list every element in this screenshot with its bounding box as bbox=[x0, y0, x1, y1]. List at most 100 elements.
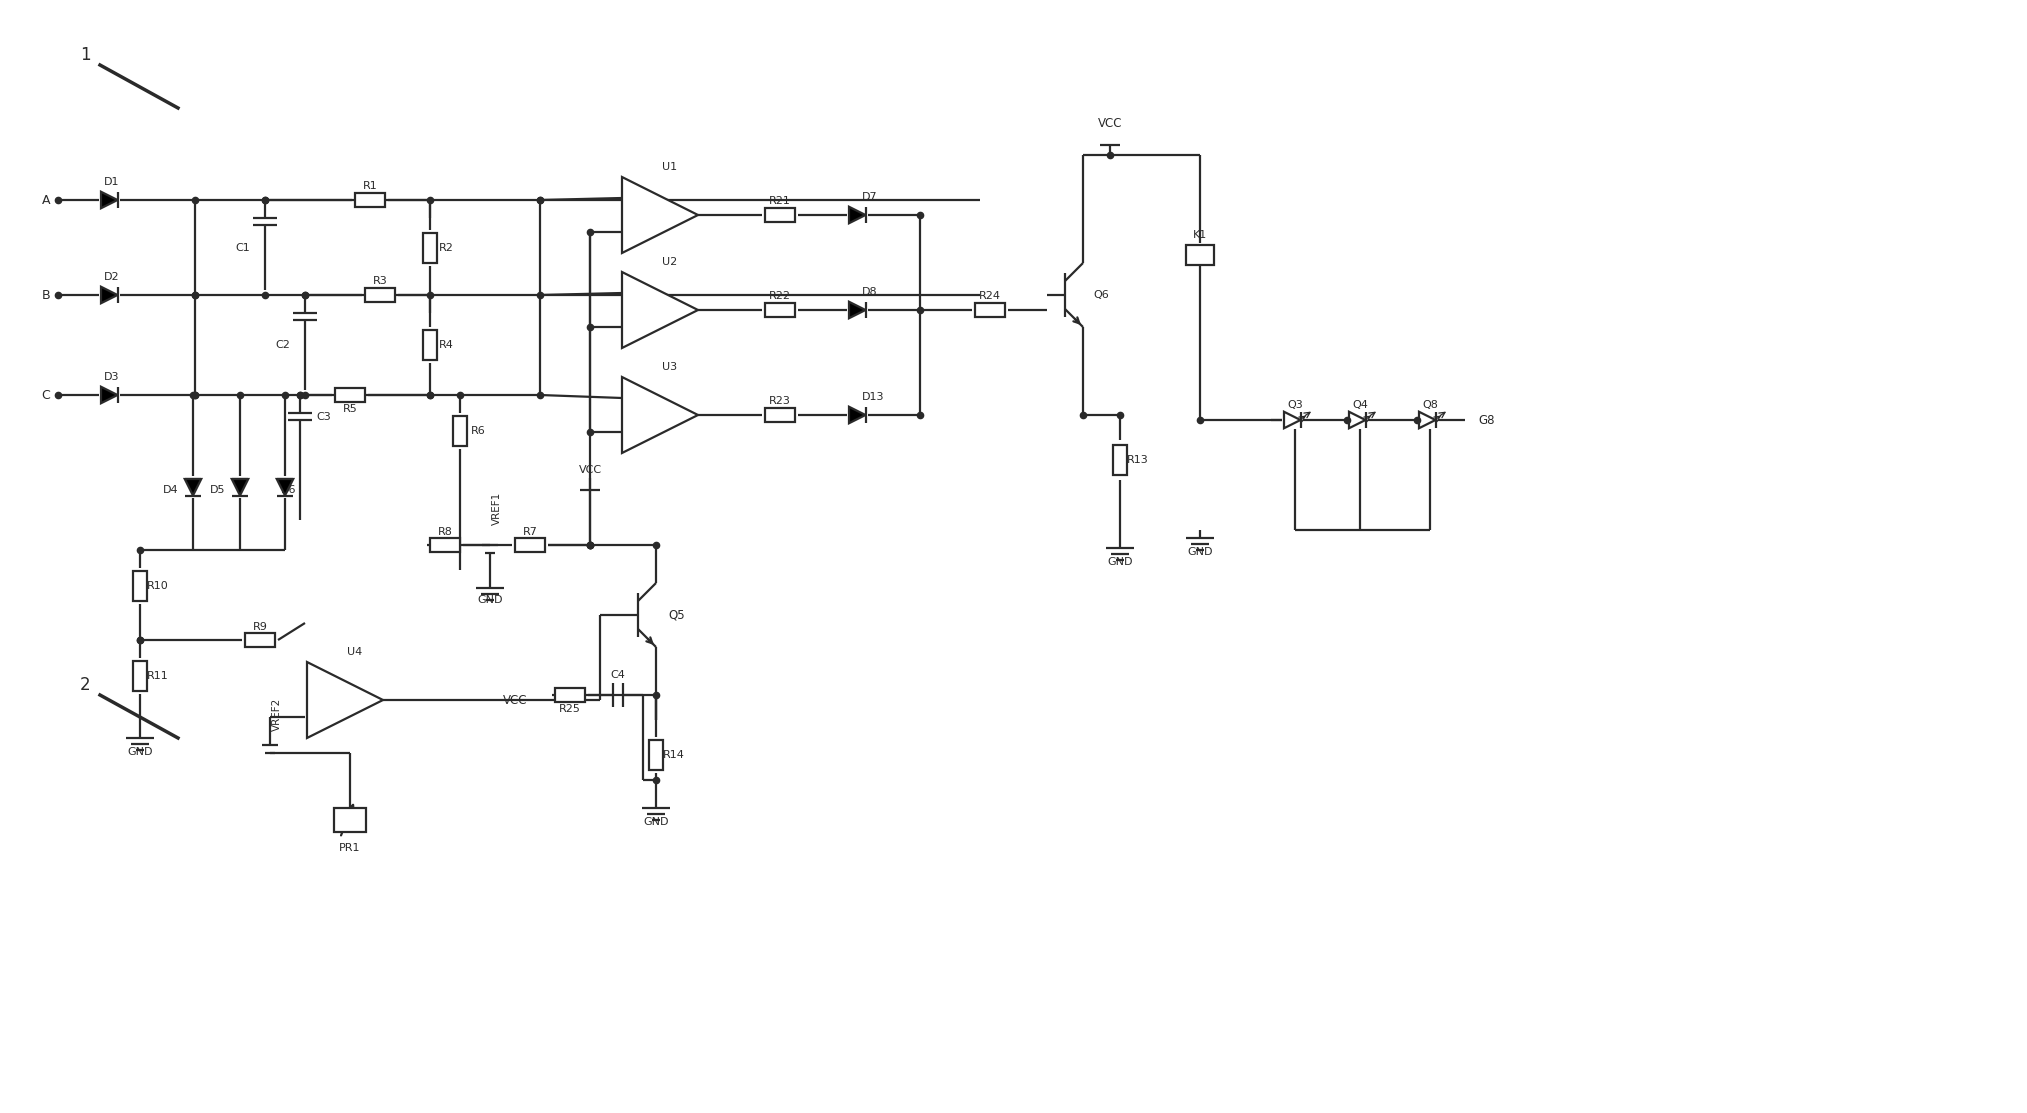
Bar bbox=[424, 329, 438, 359]
Text: R24: R24 bbox=[979, 290, 1001, 301]
Text: B: B bbox=[41, 288, 51, 302]
Polygon shape bbox=[1283, 412, 1301, 429]
Text: VREF2: VREF2 bbox=[272, 698, 282, 731]
Text: -: - bbox=[314, 676, 320, 690]
Text: D2: D2 bbox=[103, 272, 120, 282]
Bar bbox=[355, 193, 385, 207]
Text: D3: D3 bbox=[103, 372, 120, 382]
Bar bbox=[430, 538, 460, 552]
Text: VCC: VCC bbox=[578, 465, 602, 475]
Text: GND: GND bbox=[1107, 556, 1133, 567]
Bar bbox=[1113, 445, 1127, 475]
Text: K1: K1 bbox=[1192, 230, 1208, 240]
Text: R9: R9 bbox=[253, 622, 268, 632]
Text: D4: D4 bbox=[164, 485, 178, 495]
Text: Q8: Q8 bbox=[1423, 400, 1437, 410]
Bar bbox=[452, 416, 466, 446]
Text: Q3: Q3 bbox=[1287, 400, 1303, 410]
Text: D6: D6 bbox=[282, 485, 296, 495]
Text: R1: R1 bbox=[363, 181, 377, 191]
Text: C1: C1 bbox=[235, 243, 251, 253]
Polygon shape bbox=[849, 207, 866, 224]
Text: VCC: VCC bbox=[1099, 117, 1123, 129]
Text: C2: C2 bbox=[276, 339, 290, 349]
Text: +: + bbox=[626, 225, 639, 239]
Text: U2: U2 bbox=[663, 257, 677, 267]
Text: GND: GND bbox=[476, 595, 503, 605]
Bar bbox=[334, 808, 367, 833]
Text: Q5: Q5 bbox=[669, 609, 685, 621]
Text: R7: R7 bbox=[523, 526, 537, 536]
Polygon shape bbox=[184, 479, 201, 495]
Polygon shape bbox=[622, 272, 697, 348]
Text: A: A bbox=[41, 194, 51, 207]
Text: C4: C4 bbox=[610, 670, 626, 680]
Text: VREF1: VREF1 bbox=[493, 492, 503, 525]
Bar bbox=[649, 740, 663, 770]
Text: U1: U1 bbox=[663, 162, 677, 173]
Polygon shape bbox=[101, 287, 118, 303]
Text: GND: GND bbox=[1188, 546, 1212, 556]
Text: GND: GND bbox=[643, 817, 669, 827]
Bar bbox=[134, 571, 148, 601]
Bar bbox=[555, 688, 586, 702]
Text: GND: GND bbox=[128, 747, 152, 757]
Text: D7: D7 bbox=[861, 193, 878, 201]
Text: Q6: Q6 bbox=[1093, 290, 1109, 301]
Bar bbox=[764, 303, 795, 317]
Bar bbox=[424, 233, 438, 263]
Text: D13: D13 bbox=[861, 392, 884, 402]
Polygon shape bbox=[622, 377, 697, 453]
Text: D8: D8 bbox=[861, 287, 878, 297]
Text: R4: R4 bbox=[438, 339, 454, 349]
Bar bbox=[334, 388, 365, 402]
Text: R10: R10 bbox=[148, 581, 168, 591]
Text: VCC: VCC bbox=[503, 693, 527, 707]
Bar bbox=[764, 208, 795, 221]
Bar bbox=[365, 288, 395, 302]
Text: +: + bbox=[626, 321, 639, 334]
Text: R5: R5 bbox=[343, 404, 357, 414]
Text: R25: R25 bbox=[559, 705, 582, 715]
Text: D1: D1 bbox=[103, 177, 120, 187]
Text: +: + bbox=[312, 710, 322, 725]
Text: D5: D5 bbox=[211, 485, 225, 495]
Text: R11: R11 bbox=[148, 671, 168, 681]
Text: C3: C3 bbox=[316, 412, 330, 422]
Text: G8: G8 bbox=[1478, 414, 1494, 426]
Polygon shape bbox=[101, 191, 118, 208]
Bar bbox=[975, 303, 1005, 317]
Text: 1: 1 bbox=[79, 46, 91, 65]
Text: R14: R14 bbox=[663, 750, 685, 760]
Text: Q4: Q4 bbox=[1352, 400, 1368, 410]
Polygon shape bbox=[622, 177, 697, 253]
Polygon shape bbox=[101, 386, 118, 403]
Text: -: - bbox=[630, 286, 634, 299]
Bar bbox=[134, 661, 148, 691]
Polygon shape bbox=[278, 479, 294, 495]
Polygon shape bbox=[849, 406, 866, 423]
Text: R13: R13 bbox=[1127, 455, 1149, 465]
Text: C: C bbox=[41, 388, 51, 402]
Text: -: - bbox=[630, 391, 634, 405]
Text: PR1: PR1 bbox=[339, 843, 361, 853]
Bar bbox=[245, 633, 276, 647]
Polygon shape bbox=[231, 479, 247, 495]
Text: R21: R21 bbox=[768, 196, 791, 206]
Bar bbox=[764, 408, 795, 422]
Text: R22: R22 bbox=[768, 290, 791, 301]
Bar bbox=[1186, 245, 1214, 265]
Polygon shape bbox=[1419, 412, 1435, 429]
Text: R3: R3 bbox=[373, 276, 387, 286]
Text: 2: 2 bbox=[79, 676, 91, 695]
Bar bbox=[515, 538, 545, 552]
Text: -: - bbox=[630, 191, 634, 205]
Text: +: + bbox=[626, 425, 639, 440]
Text: U4: U4 bbox=[347, 647, 363, 657]
Polygon shape bbox=[849, 302, 866, 318]
Text: U3: U3 bbox=[663, 362, 677, 372]
Text: R2: R2 bbox=[438, 243, 454, 253]
Polygon shape bbox=[1350, 412, 1366, 429]
Polygon shape bbox=[306, 662, 383, 738]
Text: R8: R8 bbox=[438, 526, 452, 536]
